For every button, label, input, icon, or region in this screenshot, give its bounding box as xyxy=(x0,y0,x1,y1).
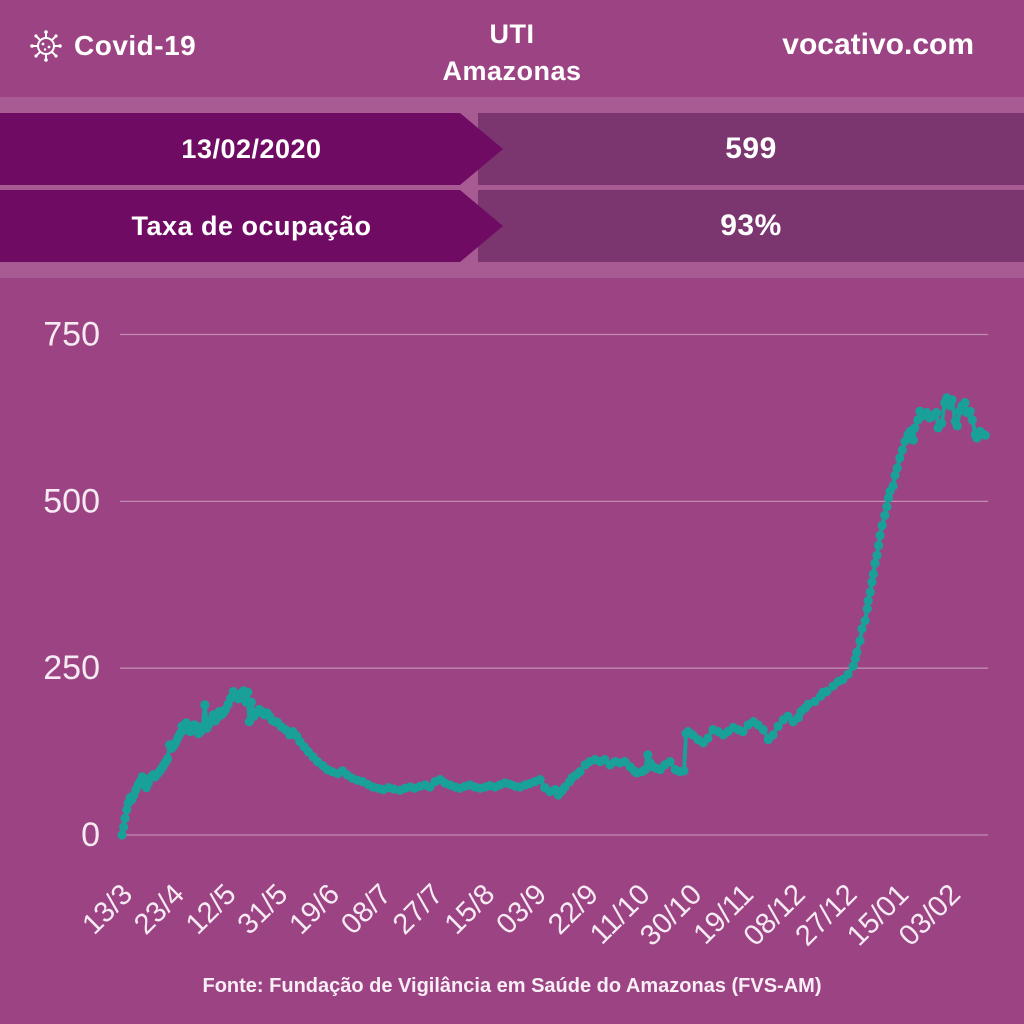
data-point xyxy=(246,697,256,707)
data-point xyxy=(860,616,870,626)
data-point xyxy=(120,813,130,823)
date-value-banner: 599 xyxy=(478,113,1024,185)
x-tick-label: 03/02 xyxy=(893,878,967,952)
data-point xyxy=(535,775,545,785)
y-tick-label: 0 xyxy=(81,816,100,854)
y-tick-label: 500 xyxy=(43,482,100,520)
x-tick-label: 15/8 xyxy=(439,878,502,941)
x-tick-label: 08/7 xyxy=(335,878,398,941)
data-point xyxy=(640,765,650,775)
data-point xyxy=(865,587,875,597)
data-point xyxy=(848,661,858,671)
x-tick-label: 19/6 xyxy=(283,878,346,941)
occupancy-rate-value: 93% xyxy=(720,209,782,242)
data-point xyxy=(890,470,900,480)
data-point xyxy=(892,463,902,473)
site-url: vocativo.com xyxy=(782,28,974,61)
data-point xyxy=(872,550,882,560)
x-tick-label: 23/4 xyxy=(128,878,191,941)
data-point xyxy=(137,772,147,782)
covid-brand: Covid-19 xyxy=(28,28,196,64)
data-point xyxy=(243,687,253,697)
data-point xyxy=(843,669,853,679)
data-point xyxy=(931,408,942,418)
data-point xyxy=(857,624,867,634)
data-point xyxy=(875,530,885,540)
banner-zone: 599 13/02/2020 93% Taxa de ocupação xyxy=(0,97,1024,278)
occupancy-label: Taxa de ocupação xyxy=(131,210,372,241)
data-point xyxy=(952,421,962,431)
y-tick-label: 750 xyxy=(43,316,100,354)
uti-count-value: 599 xyxy=(725,132,777,165)
data-point xyxy=(874,540,884,550)
data-point xyxy=(867,577,877,587)
x-tick-label: 27/7 xyxy=(387,878,450,941)
data-point xyxy=(937,418,947,428)
data-point xyxy=(868,569,879,579)
data-point xyxy=(967,415,977,425)
occupancy-label-banner: Taxa de ocupação xyxy=(0,190,503,262)
virus-icon xyxy=(30,30,62,62)
title-line-1: UTI xyxy=(489,19,535,49)
date-label: 13/02/2020 xyxy=(181,133,322,164)
data-point xyxy=(947,395,957,405)
data-point xyxy=(738,727,748,737)
data-point xyxy=(822,686,832,697)
data-point xyxy=(575,767,585,777)
x-tick-label: 31/5 xyxy=(232,878,295,941)
data-point xyxy=(897,445,908,455)
data-point xyxy=(980,430,990,440)
date-label-banner: 13/02/2020 xyxy=(0,113,503,185)
data-point xyxy=(880,510,890,520)
occupancy-line-chart: 0 250 500 750 13/323/412/531/519/608/727/715… xyxy=(43,316,990,952)
x-tick-label: 30/10 xyxy=(634,878,708,952)
chart-title: UTI Amazonas xyxy=(0,16,1024,90)
data-point xyxy=(870,558,880,568)
data-point xyxy=(768,730,778,740)
data-point xyxy=(703,733,713,743)
brand-label: Covid-19 xyxy=(74,30,197,61)
data-point xyxy=(908,435,918,445)
header-bar: Covid-19 UTI Amazonas vocativo.com xyxy=(0,0,1024,97)
data-line xyxy=(120,395,988,837)
data-point xyxy=(882,502,892,512)
occupancy-value-banner: 93% xyxy=(478,190,1024,262)
data-point xyxy=(758,725,768,735)
data-point xyxy=(863,596,873,606)
source-note: Fonte: Fundação de Vigilância em Saúde d… xyxy=(202,975,822,997)
title-line-2: Amazonas xyxy=(442,56,582,86)
data-point xyxy=(895,453,905,463)
data-point xyxy=(965,406,975,416)
data-point xyxy=(888,481,898,491)
x-tick-label: 03/9 xyxy=(490,878,553,941)
data-point xyxy=(117,830,127,840)
data-point xyxy=(960,398,970,408)
data-point xyxy=(200,700,210,710)
data-point xyxy=(119,822,129,832)
data-point xyxy=(643,750,653,760)
data-point xyxy=(852,647,862,657)
data-point xyxy=(877,520,887,530)
data-point xyxy=(862,604,872,614)
x-tick-label: 13/3 xyxy=(76,878,139,941)
data-point xyxy=(665,757,675,767)
y-tick-label: 250 xyxy=(43,649,100,687)
data-point xyxy=(162,754,173,764)
x-tick-label: 12/5 xyxy=(180,878,243,941)
data-point xyxy=(855,636,865,646)
data-point xyxy=(773,721,783,731)
data-point xyxy=(679,766,689,776)
data-point xyxy=(910,423,920,433)
